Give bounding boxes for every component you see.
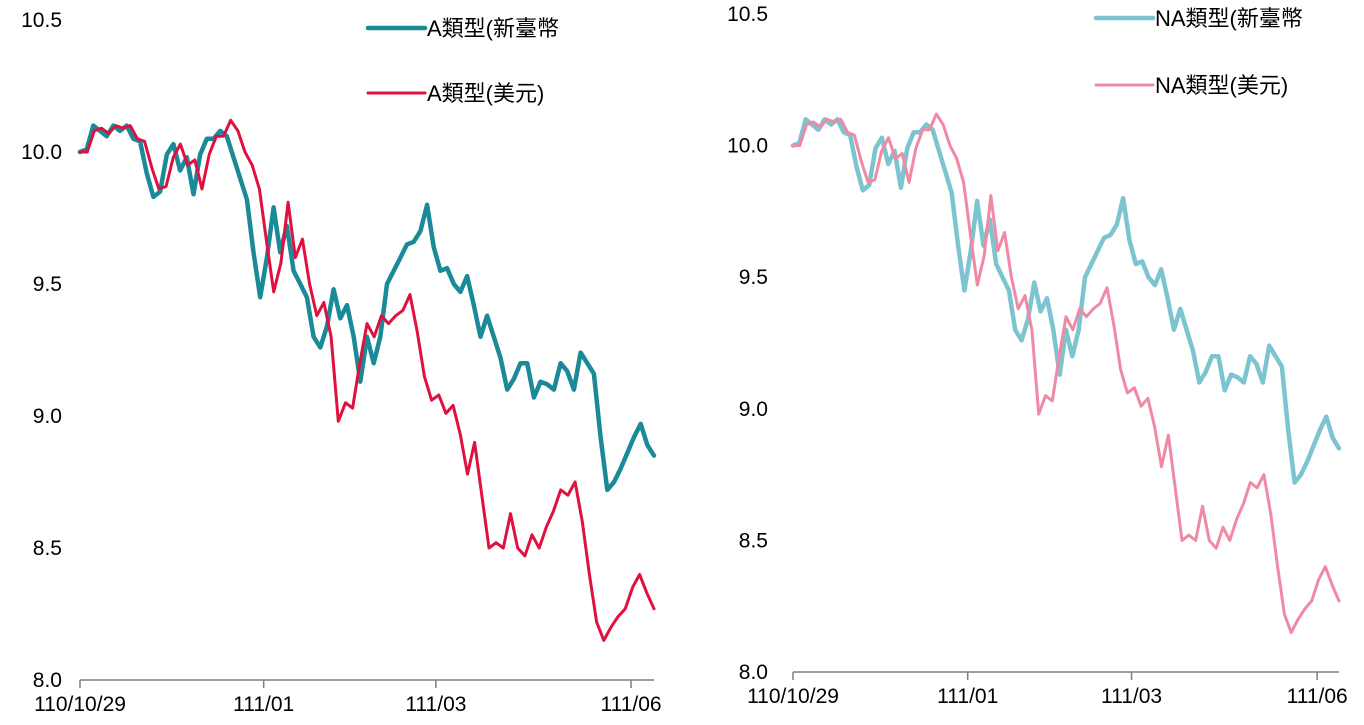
x-tick-label: 111/01 xyxy=(233,693,294,716)
y-tick-label: 8.0 xyxy=(739,661,768,684)
legend-label: A類型(美元) xyxy=(427,81,544,106)
y-tick-label: 8.5 xyxy=(33,537,62,560)
x-tick-label: 111/06 xyxy=(600,693,661,716)
x-tick-label: 111/03 xyxy=(1101,685,1162,708)
y-tick-label: 9.5 xyxy=(33,273,62,296)
y-tick-label: 10.0 xyxy=(727,135,768,158)
y-tick-label: 9.0 xyxy=(33,405,62,428)
x-tick-label: 111/06 xyxy=(1287,685,1348,708)
x-tick-label: 110/10/29 xyxy=(34,693,126,716)
x-tick-label: 110/10/29 xyxy=(747,685,839,708)
x-tick-label: 111/03 xyxy=(405,693,466,716)
legend-label: NA類型(美元) xyxy=(1155,73,1288,98)
y-tick-label: 9.5 xyxy=(739,266,768,289)
series-line-2 xyxy=(791,112,1341,634)
y-tick-label: 10.5 xyxy=(21,9,62,32)
x-tick-label: 111/01 xyxy=(937,685,998,708)
legend-label: NA類型(新臺幣 xyxy=(1155,6,1303,31)
y-tick-label: 8.0 xyxy=(33,669,62,692)
series-line-2 xyxy=(78,118,656,642)
y-tick-label: 8.5 xyxy=(739,529,768,552)
legend-label: A類型(新臺幣 xyxy=(427,16,559,41)
y-tick-label: 10.5 xyxy=(727,3,768,26)
y-tick-label: 9.0 xyxy=(739,398,768,421)
y-tick-label: 10.0 xyxy=(21,141,62,164)
